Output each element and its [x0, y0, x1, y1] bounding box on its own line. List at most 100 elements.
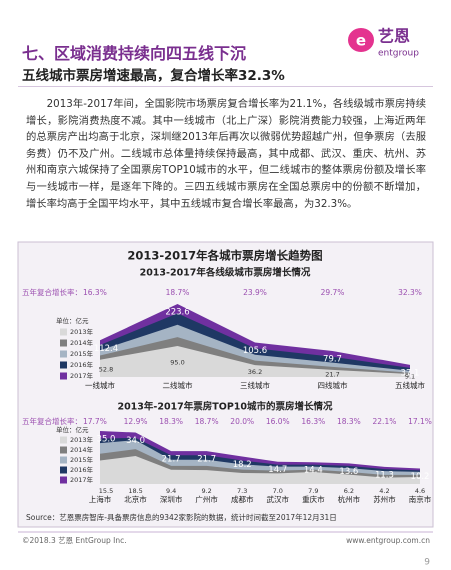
data-label: 14.4	[304, 466, 323, 476]
data-label: 37.1	[401, 368, 420, 378]
x-tick-label: 武汉市	[267, 494, 290, 504]
data-label: 13.6	[339, 467, 358, 477]
data-label: 7.3	[237, 487, 247, 495]
cagr-value: 12.9%	[124, 417, 148, 426]
cagr-value: 29.7%	[321, 288, 345, 297]
legend-swatch	[60, 350, 67, 358]
legend-label: 2016年	[70, 465, 94, 474]
data-label: 15.5	[99, 487, 113, 495]
cagr-value: 32.3%	[398, 288, 422, 297]
x-tick-label: 三线城市	[240, 380, 270, 390]
legend-label: 2017年	[70, 371, 94, 380]
area	[100, 345, 410, 377]
data-label: 95.0	[170, 358, 184, 366]
legend-label: 2016年	[70, 360, 94, 369]
cagr-value: 18.3%	[159, 417, 183, 426]
chart-title: 2013-2017年各线级城市票房增长情况	[140, 267, 311, 279]
source: Source：艺恩票房智库-具备票房信息的9342家影院的数据，统计时间截至20…	[26, 512, 337, 522]
data-label: 11.3	[375, 470, 394, 480]
x-tick-label: 深圳市	[160, 494, 183, 504]
divider	[18, 86, 433, 87]
area	[100, 455, 420, 484]
legend-swatch	[60, 446, 67, 454]
cagr-value: 23.9%	[243, 288, 267, 297]
cagr-value: 22.1%	[373, 417, 397, 426]
data-label: 6.2	[344, 487, 354, 495]
legend-swatch	[60, 339, 67, 347]
cagr-value: 17.1%	[408, 417, 432, 426]
paragraph: 2013年-2017年间，全国影院市场票房复合增长率为21.1%，各线级城市票房…	[26, 98, 426, 210]
logo: e 艺恩 entgroup	[348, 27, 419, 59]
data-label: 10.2	[411, 472, 430, 482]
legend-label: 2014年	[70, 445, 94, 454]
figure-title: 2013-2017年各城市票房增长趋势图	[127, 249, 322, 263]
data-label: 14.7	[268, 465, 287, 475]
data-label: 105.6	[243, 346, 267, 356]
data-label: 79.7	[323, 354, 342, 364]
cagr-value: 16.0%	[266, 417, 290, 426]
data-label: 9.1	[405, 373, 415, 381]
x-tick-label: 广州市	[195, 494, 218, 504]
legend-swatch	[60, 361, 67, 369]
data-label: 7.9	[308, 487, 318, 495]
data-label: 21.7	[162, 455, 181, 465]
x-tick-label: 杭州市	[338, 494, 361, 504]
figure-box	[17, 241, 434, 528]
x-tick-label: 上海市	[89, 494, 112, 504]
legend-swatch	[60, 456, 67, 464]
cagr-value: 17.7%	[83, 417, 107, 426]
logo-sub: entgroup	[378, 49, 419, 59]
x-tick-label: 四线城市	[318, 380, 348, 390]
cagr-value: 18.7%	[195, 417, 219, 426]
website: www.entgroup.com.cn	[346, 536, 430, 545]
x-tick-label: 重庆市	[302, 494, 325, 504]
legend-swatch	[60, 466, 67, 474]
x-tick-label: 二线城市	[163, 380, 193, 390]
page-number: 9	[424, 558, 430, 568]
legend-unit: 单位：亿元	[56, 425, 89, 434]
legend-label: 2013年	[70, 435, 94, 444]
legend-label: 2015年	[70, 455, 94, 464]
chart-title: 2013年-2017年票房TOP10城市的票房增长情况	[117, 401, 333, 413]
legend-unit: 单位：亿元	[56, 316, 89, 325]
legend-swatch	[60, 476, 67, 484]
cagr-value: 20.0%	[230, 417, 254, 426]
cagr-value: 16.3%	[301, 417, 325, 426]
x-tick-label: 成都市	[231, 494, 254, 504]
cagr-value: 18.3%	[337, 417, 361, 426]
legend-label: 2014年	[70, 338, 94, 347]
data-label: 34.0	[126, 436, 145, 446]
logo-text: 艺恩	[378, 27, 410, 46]
page-subtitle: 五线城市票房增速最高，复合增长率32.3%	[22, 68, 285, 84]
page-title: 七、区域消费持续向四五线下沉	[22, 44, 247, 63]
data-label: 9.4	[166, 487, 176, 495]
legend-label: 2015年	[70, 349, 94, 358]
x-tick-label: 北京市	[124, 494, 147, 504]
data-label: 21.7	[325, 370, 339, 378]
cagr-label: 五年复合增长率：	[22, 416, 82, 426]
copyright: ©2018.3 艺恩 EntGroup Inc.	[22, 536, 127, 545]
legend-swatch	[60, 328, 67, 336]
data-label: 21.7	[197, 455, 216, 465]
legend-label: 2017年	[70, 475, 94, 484]
data-label: 9.2	[201, 487, 211, 495]
data-label: 4.2	[379, 487, 389, 495]
data-label: 52.8	[99, 365, 113, 373]
x-tick-label: 南京市	[409, 494, 432, 504]
data-label: 36.2	[248, 368, 262, 376]
cagr-value: 16.3%	[83, 288, 107, 297]
data-label: 4.6	[415, 487, 425, 495]
data-label: 18.2	[233, 460, 252, 470]
data-label: 7.0	[273, 487, 283, 495]
legend-swatch	[60, 436, 67, 444]
cagr-value: 18.7%	[166, 288, 190, 297]
x-tick-label: 五线城市	[395, 380, 425, 390]
data-label: 18.5	[128, 487, 142, 495]
data-label: 35.0	[97, 435, 116, 445]
cagr-label: 五年复合增长率：	[22, 287, 82, 297]
data-label: 223.6	[165, 308, 189, 318]
x-tick-label: 苏州市	[373, 494, 396, 504]
legend-swatch	[60, 372, 67, 380]
